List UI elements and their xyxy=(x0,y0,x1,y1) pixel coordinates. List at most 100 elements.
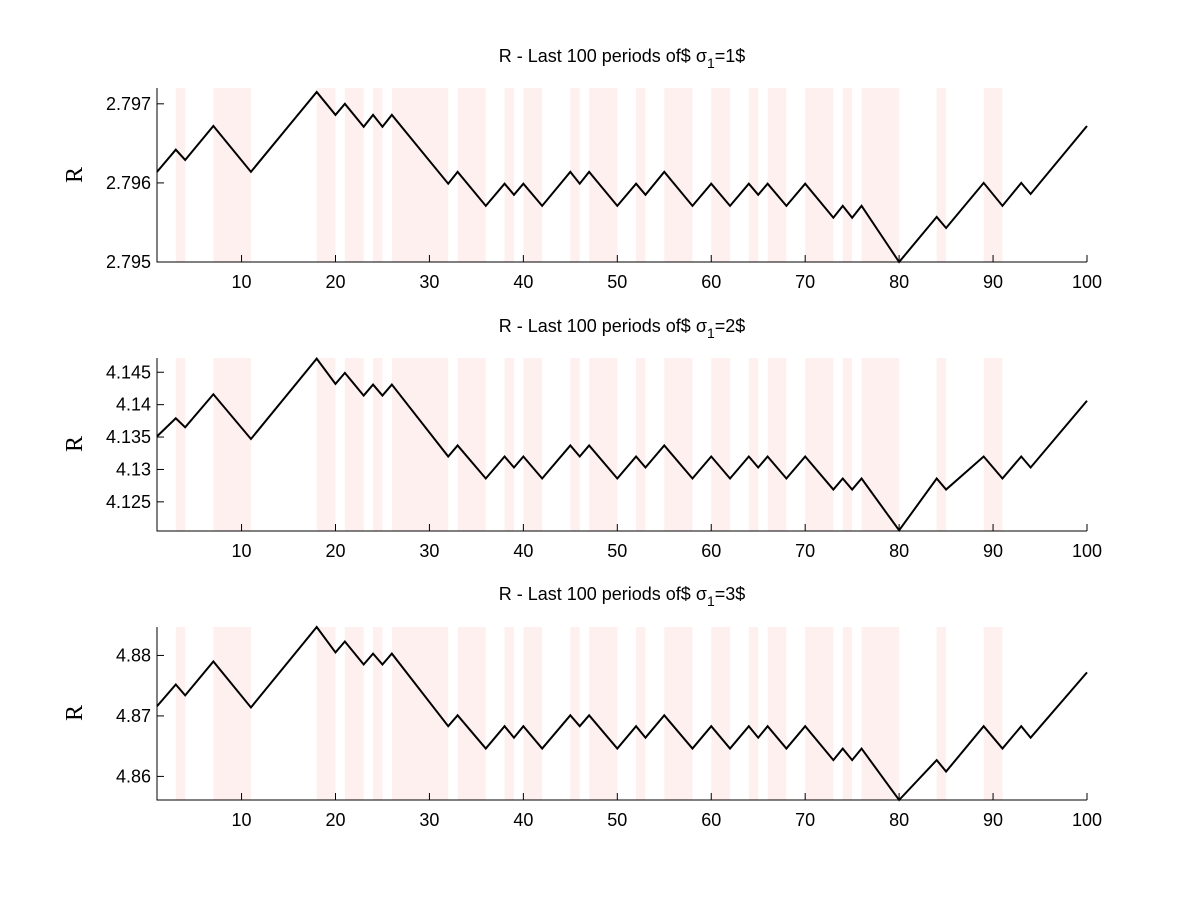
shaded-regions xyxy=(175,88,1003,262)
shaded-region-16 xyxy=(805,88,834,262)
y-tick-label: 4.145 xyxy=(106,362,151,382)
shaded-region-10 xyxy=(589,358,618,531)
series-line xyxy=(156,625,1088,802)
shaded-region-3 xyxy=(344,358,364,531)
x-tick-label: 90 xyxy=(983,541,1003,561)
shaded-region-1 xyxy=(213,358,251,531)
shaded-region-9 xyxy=(570,358,580,531)
axis-lines xyxy=(156,627,1087,801)
shaded-region-17 xyxy=(842,88,853,262)
shaded-region-15 xyxy=(767,88,787,262)
y-tick-label: 4.13 xyxy=(116,459,151,479)
x-tick-label: 30 xyxy=(419,272,439,292)
shaded-region-4 xyxy=(373,358,383,531)
x-tick-label: 80 xyxy=(889,810,909,830)
x-tick-label: 90 xyxy=(983,810,1003,830)
shaded-region-12 xyxy=(664,88,693,262)
tick-marks: 10 20 30 40 50 60 70 80 90 100 4.125 4.13 4.135 4.14 4… xyxy=(106,362,1102,561)
shaded-region-20 xyxy=(983,627,1003,800)
x-tick-label: 100 xyxy=(1072,272,1102,292)
x-tick-label: 10 xyxy=(232,541,252,561)
shaded-region-4 xyxy=(373,627,383,800)
shaded-region-2 xyxy=(316,627,336,800)
subplot-sigma-1: 10 20 30 40 50 60 70 80 90 100 2.795 2.796 2.797 R -… xyxy=(62,46,1102,292)
shaded-region-10 xyxy=(589,627,618,800)
x-tick-label: 100 xyxy=(1072,541,1102,561)
axis-lines xyxy=(156,88,1087,263)
y-tick-label: 4.135 xyxy=(106,427,151,447)
shaded-region-2 xyxy=(316,88,336,262)
x-tick-label: 80 xyxy=(889,541,909,561)
shaded-region-0 xyxy=(175,627,186,800)
x-tick-label: 60 xyxy=(701,541,721,561)
shaded-region-11 xyxy=(636,358,646,531)
x-tick-label: 70 xyxy=(795,272,815,292)
x-tick-label: 30 xyxy=(419,541,439,561)
x-tick-label: 60 xyxy=(701,810,721,830)
shaded-region-13 xyxy=(711,88,731,262)
shaded-region-3 xyxy=(344,627,364,800)
shaded-region-6 xyxy=(457,627,486,800)
x-tick-label: 60 xyxy=(701,272,721,292)
y-axis-label: R xyxy=(62,167,88,183)
x-tick-label: 10 xyxy=(232,272,252,292)
shaded-region-4 xyxy=(373,88,383,262)
y-tick-label: 4.125 xyxy=(106,492,151,512)
shaded-region-0 xyxy=(175,88,186,262)
subplot-sigma-2: 10 20 30 40 50 60 70 80 90 100 4.125 4.13 4.135 4.14 4… xyxy=(62,316,1102,561)
shaded-region-5 xyxy=(391,88,449,262)
x-tick-label: 40 xyxy=(513,541,533,561)
y-tick-label: 2.796 xyxy=(106,173,151,193)
shaded-regions xyxy=(175,358,1003,531)
subplot-title: R - Last 100 periods of$ σ1=1$ xyxy=(499,46,746,71)
x-tick-label: 40 xyxy=(513,810,533,830)
shaded-region-6 xyxy=(457,88,486,262)
y-tick-label: 4.86 xyxy=(116,766,151,786)
shaded-region-9 xyxy=(570,88,580,262)
x-tick-label: 70 xyxy=(795,541,815,561)
shaded-region-11 xyxy=(636,88,646,262)
shaded-region-19 xyxy=(936,358,947,531)
shaded-region-7 xyxy=(504,358,514,531)
y-axis-label: R xyxy=(62,436,88,452)
shaded-region-2 xyxy=(316,358,336,531)
shaded-region-8 xyxy=(523,358,543,531)
x-tick-label: 50 xyxy=(607,810,627,830)
y-tick-label: 4.87 xyxy=(116,706,151,726)
x-tick-label: 50 xyxy=(607,541,627,561)
shaded-region-18 xyxy=(861,358,900,531)
shaded-region-18 xyxy=(861,627,900,800)
shaded-region-17 xyxy=(842,358,853,531)
shaded-region-14 xyxy=(748,627,759,800)
shaded-region-15 xyxy=(767,358,787,531)
x-tick-label: 90 xyxy=(983,272,1003,292)
shaded-region-10 xyxy=(589,88,618,262)
subplot-sigma-3: 10 20 30 40 50 60 70 80 90 100 4.86 4.87 4.88 R - La… xyxy=(62,584,1102,830)
tick-marks: 10 20 30 40 50 60 70 80 90 100 2.795 2.796 2.797 xyxy=(106,94,1102,292)
shaded-region-14 xyxy=(748,358,759,531)
shaded-region-13 xyxy=(711,358,731,531)
shaded-region-20 xyxy=(983,88,1003,262)
shaded-region-1 xyxy=(213,88,251,262)
axis-lines xyxy=(156,358,1087,532)
shaded-region-6 xyxy=(457,358,486,531)
x-tick-label: 50 xyxy=(607,272,627,292)
shaded-region-8 xyxy=(523,88,543,262)
shaded-region-19 xyxy=(936,88,947,262)
shaded-region-13 xyxy=(711,627,731,800)
shaded-region-7 xyxy=(504,627,514,800)
x-tick-label: 20 xyxy=(325,272,345,292)
shaded-region-1 xyxy=(213,627,251,800)
shaded-region-15 xyxy=(767,627,787,800)
shaded-region-12 xyxy=(664,627,693,800)
shaded-region-20 xyxy=(983,358,1003,531)
shaded-region-19 xyxy=(936,627,947,800)
y-tick-label: 4.88 xyxy=(116,645,151,665)
shaded-region-8 xyxy=(523,627,543,800)
shaded-region-16 xyxy=(805,627,834,800)
y-tick-label: 4.14 xyxy=(116,395,151,415)
x-tick-label: 40 xyxy=(513,272,533,292)
series-line xyxy=(156,90,1088,264)
x-tick-label: 100 xyxy=(1072,810,1102,830)
